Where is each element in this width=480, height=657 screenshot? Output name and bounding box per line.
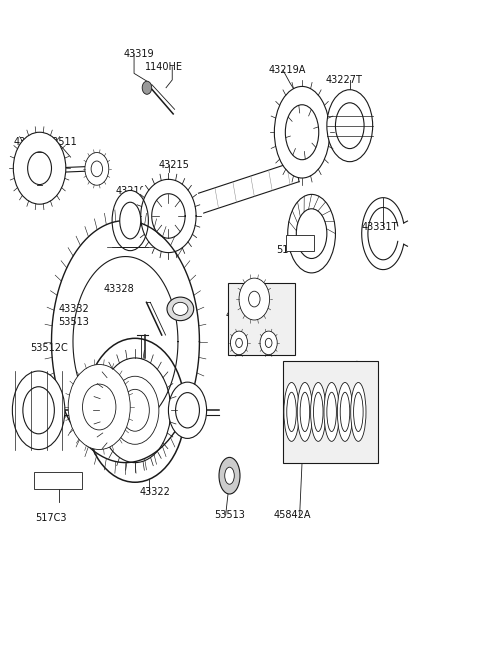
Text: 43213: 43213 xyxy=(340,369,371,379)
Circle shape xyxy=(142,81,152,95)
Text: 40323: 40323 xyxy=(226,310,256,321)
Circle shape xyxy=(236,338,242,348)
Ellipse shape xyxy=(327,90,372,162)
Circle shape xyxy=(28,152,51,185)
Text: 43322: 43322 xyxy=(140,487,171,497)
Circle shape xyxy=(249,291,260,307)
Ellipse shape xyxy=(297,382,312,442)
Circle shape xyxy=(265,338,272,348)
Ellipse shape xyxy=(354,392,363,432)
Ellipse shape xyxy=(275,87,330,178)
Text: 53513: 53513 xyxy=(214,510,245,520)
Ellipse shape xyxy=(12,371,65,449)
Ellipse shape xyxy=(112,191,148,251)
Text: 43511: 43511 xyxy=(47,137,77,147)
Ellipse shape xyxy=(42,208,209,476)
Ellipse shape xyxy=(351,382,366,442)
Text: 1140HE: 1140HE xyxy=(144,62,182,72)
Text: a: a xyxy=(199,396,204,405)
Circle shape xyxy=(230,331,248,355)
Bar xyxy=(283,361,378,463)
Circle shape xyxy=(239,278,270,320)
Ellipse shape xyxy=(337,382,353,442)
Circle shape xyxy=(13,132,66,204)
Text: 43227T: 43227T xyxy=(326,75,363,85)
Ellipse shape xyxy=(311,382,326,442)
Ellipse shape xyxy=(167,297,194,321)
Ellipse shape xyxy=(111,376,159,444)
Ellipse shape xyxy=(327,392,336,432)
Text: 53513: 53513 xyxy=(59,317,90,327)
Ellipse shape xyxy=(168,382,206,438)
Ellipse shape xyxy=(285,104,319,160)
Text: 43310: 43310 xyxy=(13,137,44,147)
Text: 43319: 43319 xyxy=(123,49,154,58)
Ellipse shape xyxy=(85,338,185,482)
Ellipse shape xyxy=(120,202,141,239)
Text: 517C3: 517C3 xyxy=(35,513,66,523)
Circle shape xyxy=(68,365,130,449)
Text: 43215: 43215 xyxy=(159,160,190,170)
Ellipse shape xyxy=(120,390,149,431)
Ellipse shape xyxy=(288,194,336,273)
Text: a: a xyxy=(307,448,312,457)
Ellipse shape xyxy=(133,173,203,259)
Text: a: a xyxy=(333,448,338,457)
Circle shape xyxy=(85,152,109,185)
Ellipse shape xyxy=(219,457,240,494)
Circle shape xyxy=(260,331,277,355)
Bar xyxy=(34,472,82,489)
Ellipse shape xyxy=(340,392,350,432)
Ellipse shape xyxy=(296,209,327,258)
Text: a: a xyxy=(319,448,324,457)
Text: 53512C: 53512C xyxy=(30,343,68,353)
Text: a: a xyxy=(293,448,298,457)
Text: 43328: 43328 xyxy=(104,284,135,294)
Ellipse shape xyxy=(324,382,339,442)
Ellipse shape xyxy=(225,467,234,484)
Bar xyxy=(228,283,295,355)
Text: 51703: 51703 xyxy=(276,245,307,255)
Circle shape xyxy=(83,384,116,430)
Ellipse shape xyxy=(99,358,171,463)
Ellipse shape xyxy=(176,393,199,428)
Ellipse shape xyxy=(300,392,310,432)
Circle shape xyxy=(91,161,103,177)
Text: 43331T: 43331T xyxy=(362,222,398,232)
Text: 43219A: 43219A xyxy=(116,186,153,196)
Bar xyxy=(286,235,314,251)
Ellipse shape xyxy=(284,382,299,442)
Ellipse shape xyxy=(23,387,54,434)
Text: 45842A: 45842A xyxy=(274,510,311,520)
Ellipse shape xyxy=(287,392,296,432)
Text: 43332: 43332 xyxy=(59,304,89,314)
Ellipse shape xyxy=(313,392,323,432)
Ellipse shape xyxy=(336,102,364,148)
Ellipse shape xyxy=(173,302,188,315)
Text: 43219A: 43219A xyxy=(269,65,306,75)
